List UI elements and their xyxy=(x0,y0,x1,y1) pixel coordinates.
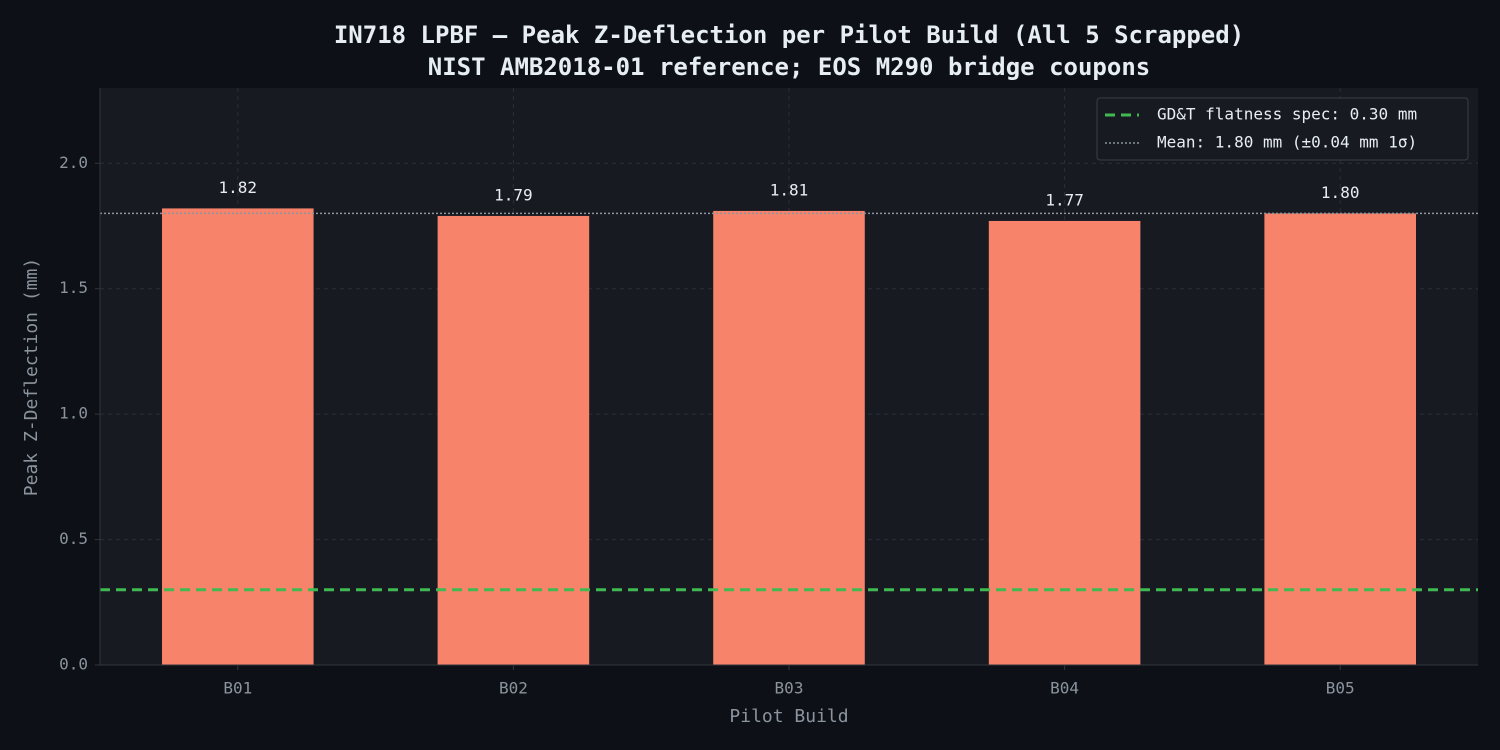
legend-label: GD&T flatness spec: 0.30 mm xyxy=(1157,105,1417,124)
y-tick-label: 0.5 xyxy=(59,529,88,548)
value-label: 1.80 xyxy=(1321,183,1360,202)
x-axis-label: Pilot Build xyxy=(729,706,848,727)
bar xyxy=(162,208,314,665)
value-label: 1.79 xyxy=(494,185,533,204)
x-tick-label: B03 xyxy=(775,679,804,698)
y-tick-label: 1.5 xyxy=(59,278,88,297)
x-tick-label: B02 xyxy=(499,679,528,698)
x-tick-label: B04 xyxy=(1050,679,1079,698)
chart-title: IN718 LPBF — Peak Z-Deflection per Pilot… xyxy=(334,21,1244,49)
chart-subtitle: NIST AMB2018-01 reference; EOS M290 brid… xyxy=(428,53,1150,81)
legend-box xyxy=(1096,97,1469,161)
y-tick-label: 0.0 xyxy=(59,655,88,674)
bar xyxy=(1264,213,1416,665)
x-tick-label: B05 xyxy=(1326,679,1355,698)
value-label: 1.81 xyxy=(770,180,809,199)
value-label: 1.82 xyxy=(219,178,258,197)
bar xyxy=(437,215,590,665)
bar xyxy=(988,220,1141,665)
bar xyxy=(713,210,865,665)
value-label: 1.77 xyxy=(1045,190,1084,209)
y-axis-label: Peak Z-Deflection (mm) xyxy=(21,258,42,496)
y-tick-label: 2.0 xyxy=(59,153,88,172)
legend-label: Mean: 1.80 mm (±0.04 mm 1σ) xyxy=(1157,133,1417,152)
x-tick-label: B01 xyxy=(223,679,252,698)
y-tick-label: 1.0 xyxy=(59,404,88,423)
